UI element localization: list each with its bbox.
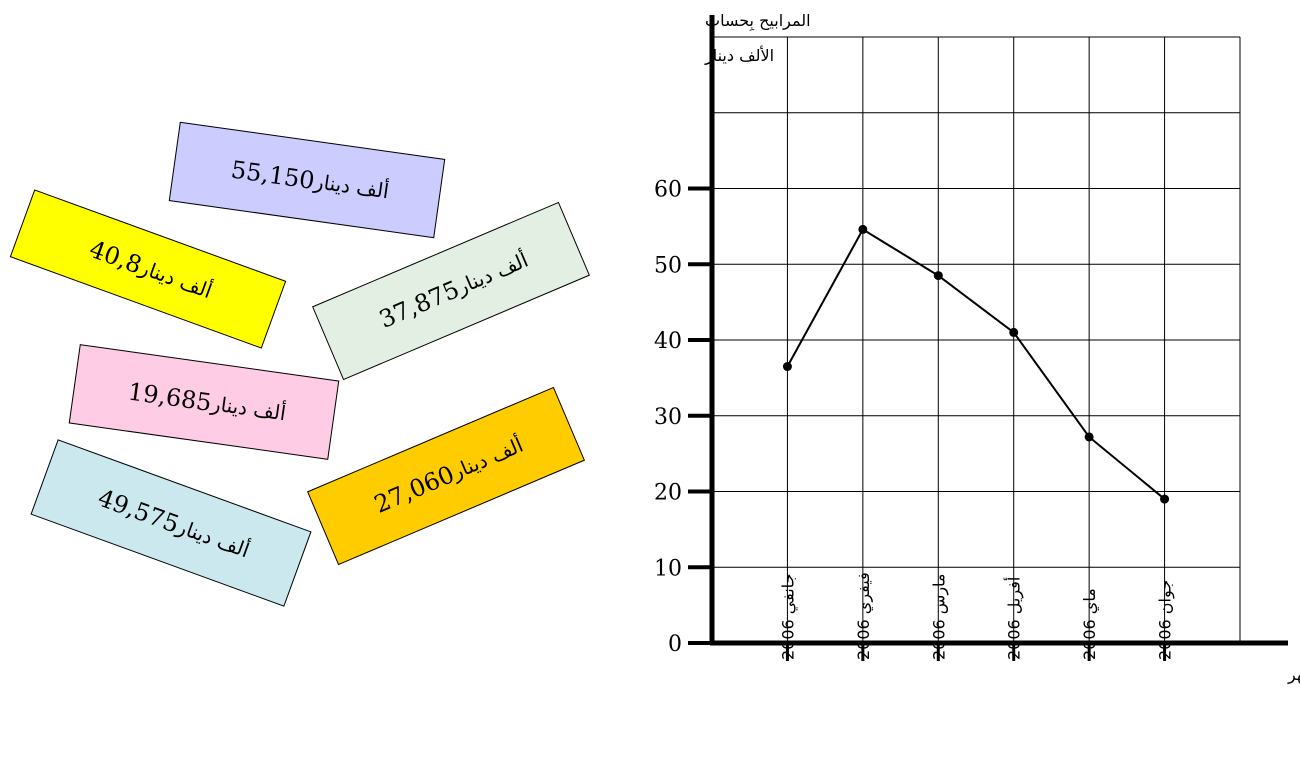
y-tick-label: 40 [654,329,682,354]
x-tick-label: جانفي 2006 [778,574,798,660]
x-tick-label: جوان 2006 [1156,580,1176,660]
series-line [786,228,1166,500]
x-axis-title: الأشهر [1287,664,1300,685]
y-axis-title-line2: الألف دينار [704,45,774,66]
chart-axes [709,15,1288,646]
profit-series [782,224,1170,504]
y-tick-label: 60 [654,178,682,203]
y-tick-label: 20 [654,481,682,506]
x-tick-label: أفريل 2006 [1004,577,1025,660]
data-point [782,362,792,372]
data-point [1084,432,1094,442]
x-tick-label: مارس 2006 [929,573,949,660]
y-tick-label: 50 [654,253,682,278]
x-tick-label: فيفري 2006 [854,572,874,660]
y-axis-title-line1: المرابيح بِحساب [705,11,811,32]
data-point [1160,494,1170,504]
data-point [1009,327,1019,337]
y-tick-label: 10 [654,556,682,581]
x-axis-labels: جانفي 2006 فيفري 2006 مارس 2006 أفريل 2006 م… [778,572,1176,661]
data-point [858,224,868,234]
x-tick-label: ماي 2006 [1080,588,1100,660]
y-tick-label: 30 [654,405,682,430]
y-axis-ticks: 0 10 20 30 40 50 60 [654,178,712,657]
y-tick-label: 0 [668,632,682,657]
data-point [933,271,943,281]
chart-grid [711,36,1241,644]
